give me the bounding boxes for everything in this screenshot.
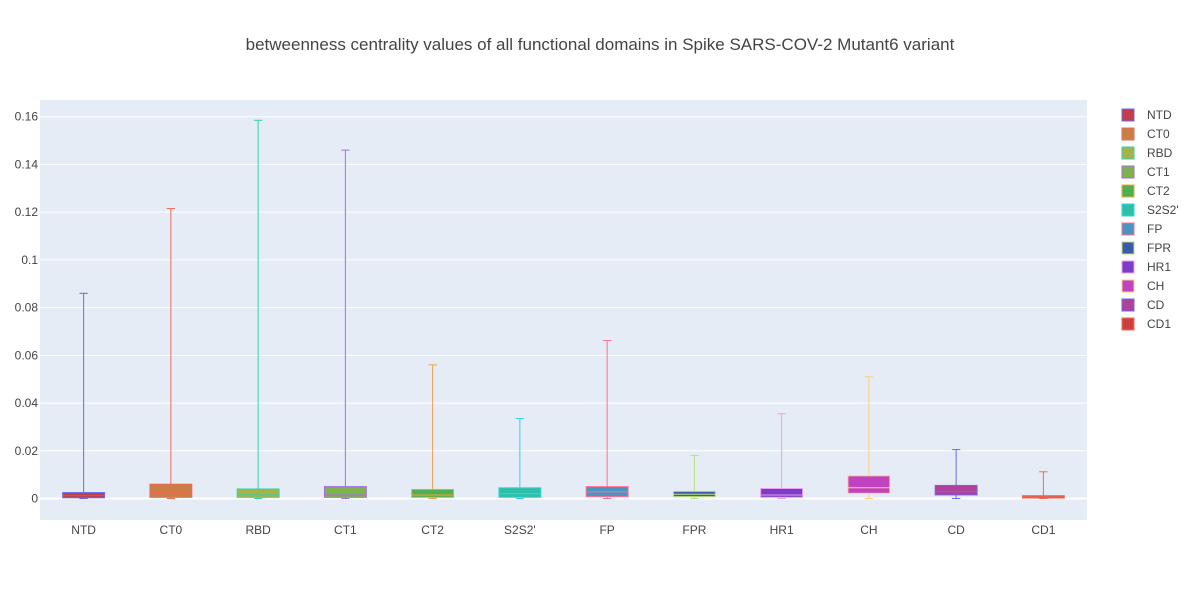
box-iqr [934,484,978,496]
legend-swatch [1121,241,1135,255]
y-tick-label: 0.12 [15,205,39,219]
box-iqr [236,488,280,498]
x-tick-label: CT0 [160,523,183,537]
y-tick-label: 0.02 [15,444,39,458]
box-ct0[interactable] [149,208,193,500]
x-tick-label: NTD [71,523,96,537]
legend-item[interactable]: CH [1121,279,1164,293]
legend-swatch [1121,298,1135,312]
legend-label: CT1 [1147,165,1170,179]
legend-label: NTD [1147,108,1172,122]
y-tick-label: 0 [31,492,38,506]
box-iqr [847,475,891,494]
grid-lines [40,116,1087,500]
legend-swatch [1121,203,1135,217]
box-series [62,119,1065,500]
legend-item[interactable]: CD [1121,298,1165,312]
x-tick-label: CD [947,523,965,537]
legend-label: FP [1147,222,1162,236]
x-tick-label: HR1 [770,523,794,537]
box-cd[interactable] [934,449,978,500]
box-cd1[interactable] [1021,471,1065,500]
box-ch[interactable] [847,376,891,500]
legend-item[interactable]: RBD [1121,146,1173,160]
x-axis-ticks: NTD CT0 RBD CT1 CT2 S2S2' FP FPR HR1 CH CD CD1 [71,523,1055,537]
legend-swatch [1121,184,1135,198]
y-tick-label: 0.04 [15,396,39,410]
box-iqr [411,488,455,498]
legend-item[interactable]: CT2 [1121,184,1170,198]
box-iqr [149,483,193,498]
box-hr1[interactable] [760,413,804,500]
x-tick-label: CT2 [421,523,444,537]
legend-item[interactable]: CT1 [1121,165,1170,179]
legend-swatch [1121,146,1135,160]
legend-swatch [1121,260,1135,274]
chart-title: betweenness centrality values of all fun… [246,35,955,54]
legend-label: HR1 [1147,260,1171,274]
x-tick-label: RBD [245,523,271,537]
box-ct1[interactable] [323,149,367,500]
box-iqr [760,488,804,498]
legend-label: S2S2' [1147,203,1179,217]
legend-swatch [1121,108,1135,122]
legend-swatch [1121,222,1135,236]
box-rbd[interactable] [236,119,280,500]
legend-label: CT2 [1147,184,1170,198]
y-tick-label: 0.08 [15,301,39,315]
box-iqr [323,486,367,498]
y-tick-label: 0.14 [15,157,39,171]
x-tick-label: FPR [682,523,706,537]
box-s2s2[interactable] [498,418,542,500]
x-tick-label: FP [599,523,614,537]
box-fp[interactable] [585,340,629,500]
legend-item[interactable]: CD1 [1121,317,1171,331]
x-tick-label: CD1 [1031,523,1055,537]
legend-label: CT0 [1147,127,1170,141]
legend[interactable]: NTD CT0 RBD CT1 CT2 S2S2' FP FPR HR1 CH CD CD1 [1121,108,1179,331]
legend-swatch [1121,127,1135,141]
legend-item[interactable]: HR1 [1121,260,1171,274]
box-fpr[interactable] [672,455,716,500]
legend-item[interactable]: CT0 [1121,127,1170,141]
legend-swatch [1121,279,1135,293]
y-tick-label: 0.16 [15,110,39,124]
y-tick-label: 0.1 [21,253,38,267]
legend-item[interactable]: FPR [1121,241,1171,255]
legend-label: CH [1147,279,1164,293]
x-tick-label: CH [860,523,877,537]
box-iqr [498,487,542,498]
x-tick-label: S2S2' [504,523,536,537]
legend-label: FPR [1147,241,1171,255]
legend-item[interactable]: FP [1121,222,1162,236]
legend-swatch [1121,317,1135,331]
plot-area [40,100,1087,520]
legend-label: CD [1147,298,1165,312]
legend-label: RBD [1147,146,1173,160]
legend-label: CD1 [1147,317,1171,331]
x-tick-label: CT1 [334,523,357,537]
legend-swatch [1121,165,1135,179]
legend-item[interactable]: NTD [1121,108,1172,122]
box-ntd[interactable] [62,292,106,500]
legend-item[interactable]: S2S2' [1121,203,1179,217]
y-tick-label: 0.06 [15,348,39,362]
y-axis-ticks: 0 0.02 0.04 0.06 0.08 0.1 0.12 0.14 0.16 [15,110,39,506]
box-ct2[interactable] [411,364,455,500]
